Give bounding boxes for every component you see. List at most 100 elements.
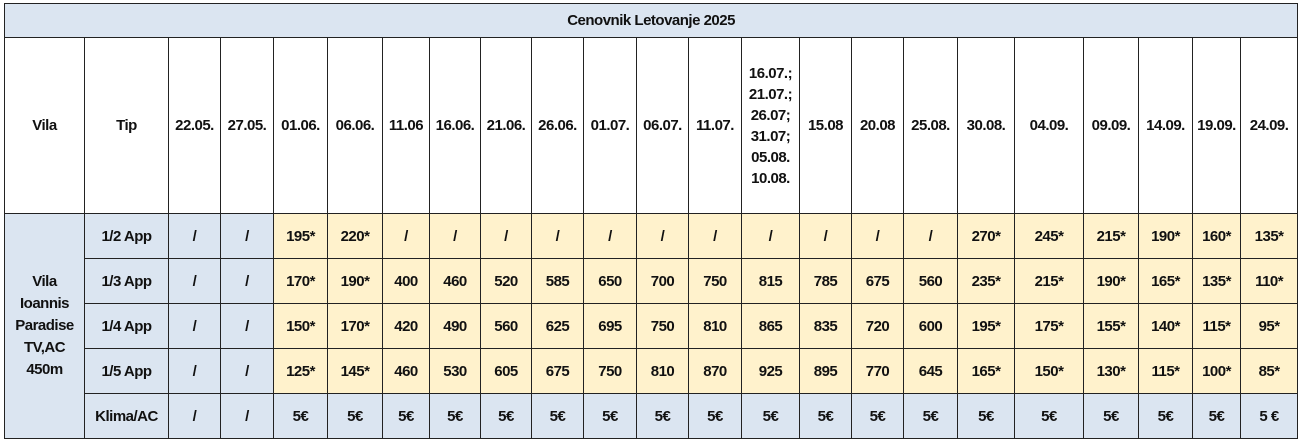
price-cell: / (168, 303, 221, 349)
price-cell: 420 (382, 303, 430, 349)
price-cell: 585 (531, 258, 584, 304)
price-cell: / (168, 348, 221, 394)
price-cell: 125* (273, 348, 328, 394)
price-cell: 810 (688, 303, 742, 349)
text-line: 05.08. (751, 148, 790, 166)
header-cell: 11.07. (688, 37, 742, 214)
price-cell: 925 (741, 348, 800, 394)
price-cell: 750 (583, 348, 637, 394)
table-title: Cenovnik Letovanje 2025 (3, 3, 1299, 38)
header-cell: 30.08. (957, 37, 1015, 214)
price-cell: / (168, 258, 221, 304)
price-cell: 625 (531, 303, 584, 349)
price-cell: 135* (1239, 213, 1299, 259)
price-cell: 110* (1239, 258, 1299, 304)
price-cell: 190* (327, 258, 383, 304)
text-line: Vila (32, 273, 57, 290)
price-cell: 770 (851, 348, 904, 394)
header-cell: Tip (84, 37, 169, 214)
price-cell: 130* (1083, 348, 1139, 394)
price-cell: 400 (382, 258, 430, 304)
price-cell: 190* (1083, 258, 1139, 304)
type-cell: 1/2 App (84, 213, 169, 259)
table-row: 1/4 App //150* 170* 420 490 560 625 695 750 810 86… (5, 303, 1299, 349)
table-row: Cenovnik Letovanje 2025 (3, 3, 1299, 38)
header-cell: 09.09. (1083, 37, 1139, 214)
price-cell: 490 (429, 303, 481, 349)
price-cell: 115* (1138, 348, 1193, 394)
header-cell: 15.08 (799, 37, 852, 214)
price-cell: / (220, 393, 274, 439)
price-cell: 245* (1014, 213, 1084, 259)
header-cell: 01.06. (273, 37, 328, 214)
table-row: 1/5 App //125* 145* 460 530 605 675 750 810 870 92… (5, 348, 1299, 394)
header-cell: 25.08. (903, 37, 958, 214)
price-cell: 645 (903, 348, 958, 394)
price-cell: / (168, 393, 221, 439)
table-row: 1/3 App //170* 190* 400 460 520 585 650 700 750 81… (5, 258, 1299, 304)
price-cell: 5€ (382, 393, 430, 439)
text-line: Ioannis (19, 295, 70, 312)
price-cell: / (799, 213, 852, 259)
header-cell: 24.09. (1239, 37, 1299, 214)
price-cell: 675 (531, 348, 584, 394)
price-cell: 460 (429, 258, 481, 304)
price-cell: / (382, 213, 430, 259)
price-cell: 155* (1083, 303, 1139, 349)
price-cell: / (220, 213, 274, 259)
text-line: 21.07.; (748, 85, 793, 103)
price-cell: 720 (851, 303, 904, 349)
price-cell: / (429, 213, 481, 259)
price-cell: 865 (741, 303, 800, 349)
price-cell: 5€ (903, 393, 958, 439)
header-cell: 21.06. (480, 37, 532, 214)
text-line: Paradise (15, 317, 74, 334)
price-cell: 5€ (1014, 393, 1084, 439)
price-cell: 165* (1138, 258, 1193, 304)
header-cell: 19.09. (1192, 37, 1241, 214)
price-cell: 150* (273, 303, 328, 349)
price-cell: 560 (480, 303, 532, 349)
price-cell: 5€ (327, 393, 383, 439)
price-cell: 165* (957, 348, 1015, 394)
price-cell: 220* (327, 213, 383, 259)
price-cell: / (903, 213, 958, 259)
header-cell: 27.05. (220, 37, 274, 214)
text-line: 26.07; (750, 106, 791, 124)
price-cell: 5€ (480, 393, 532, 439)
header-cell: 26.06. (531, 37, 584, 214)
price-cell: / (636, 213, 689, 259)
price-cell: 215* (1083, 213, 1139, 259)
price-cell: 5€ (583, 393, 637, 439)
price-cell: 100* (1192, 348, 1241, 394)
price-cell: 5€ (273, 393, 328, 439)
text-line: 16.07.; (748, 64, 793, 82)
price-cell: / (531, 213, 584, 259)
price-cell: 700 (636, 258, 689, 304)
price-cell: / (220, 258, 274, 304)
table-row: Klima/AC //5€ 5€ 5€ 5€ 5€ 5€ 5€ 5€ 5€ 5€ 5€ 5€ 5€ 5€ 5€… (5, 393, 1299, 439)
price-cell: 115* (1192, 303, 1241, 349)
price-cell: 5€ (688, 393, 742, 439)
price-cell: 750 (688, 258, 742, 304)
price-cell: 140* (1138, 303, 1193, 349)
price-cell: 5€ (429, 393, 481, 439)
price-cell: 600 (903, 303, 958, 349)
price-cell: 170* (327, 303, 383, 349)
price-cell: 95* (1239, 303, 1299, 349)
price-cell: 150* (1014, 348, 1084, 394)
price-cell: / (220, 303, 274, 349)
price-cell: / (741, 213, 800, 259)
type-cell: 1/5 App (84, 348, 169, 394)
header-cell: 16.06. (429, 37, 481, 214)
price-cell: / (220, 348, 274, 394)
text-line: 31.07; (750, 127, 791, 145)
header-cell: 04.09. (1014, 37, 1084, 214)
price-cell: 675 (851, 258, 904, 304)
header-cell: 06.06. (327, 37, 383, 214)
header-cell: 01.07. (583, 37, 637, 214)
type-cell: 1/3 App (84, 258, 169, 304)
price-cell: 5 € (1239, 393, 1299, 439)
price-cell: 835 (799, 303, 852, 349)
